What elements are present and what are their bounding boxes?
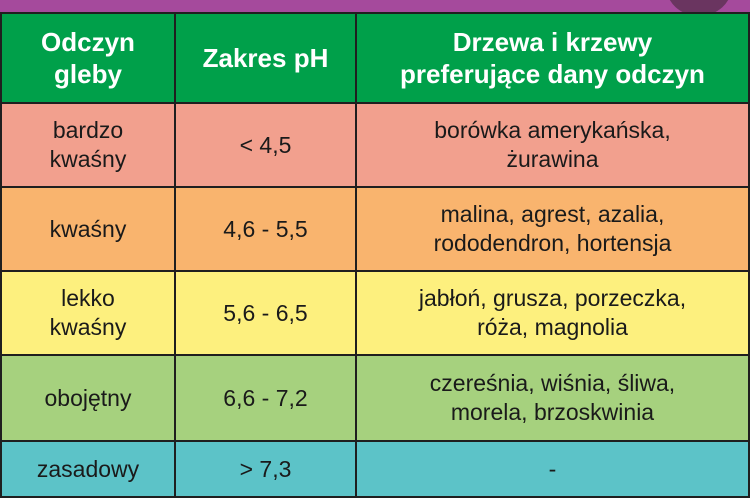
ph-range-cell: > 7,3 bbox=[175, 441, 356, 497]
plants-cell: czereśnia, wiśnia, śliwa, morela, brzosk… bbox=[356, 355, 749, 441]
table-row: kwaśny 4,6 - 5,5 malina, agrest, azalia,… bbox=[1, 187, 749, 271]
soil-reaction-cell: obojętny bbox=[1, 355, 175, 441]
table-row: lekko kwaśny 5,6 - 6,5 jabłoń, grusza, p… bbox=[1, 271, 749, 355]
plants-cell: malina, agrest, azalia, rododendron, hor… bbox=[356, 187, 749, 271]
header-row: Odczyn gleby Zakres pH Drzewa i krzewy p… bbox=[1, 13, 749, 103]
ph-range-cell: 4,6 - 5,5 bbox=[175, 187, 356, 271]
plants-cell: borówka amerykańska, żurawina bbox=[356, 103, 749, 187]
ph-range-cell: 6,6 - 7,2 bbox=[175, 355, 356, 441]
plants-cell: jabłoń, grusza, porzeczka, róża, magnoli… bbox=[356, 271, 749, 355]
header-soil-reaction: Odczyn gleby bbox=[1, 13, 175, 103]
table-row: bardzo kwaśny < 4,5 borówka amerykańska,… bbox=[1, 103, 749, 187]
table-row: zasadowy > 7,3 - bbox=[1, 441, 749, 497]
ph-range-cell: < 4,5 bbox=[175, 103, 356, 187]
table-row: obojętny 6,6 - 7,2 czereśnia, wiśnia, śl… bbox=[1, 355, 749, 441]
soil-reaction-cell: kwaśny bbox=[1, 187, 175, 271]
ph-range-cell: 5,6 - 6,5 bbox=[175, 271, 356, 355]
plants-cell: - bbox=[356, 441, 749, 497]
header-ph-range: Zakres pH bbox=[175, 13, 356, 103]
soil-reaction-cell: bardzo kwaśny bbox=[1, 103, 175, 187]
soil-reaction-cell: lekko kwaśny bbox=[1, 271, 175, 355]
soil-ph-table: Odczyn gleby Zakres pH Drzewa i krzewy p… bbox=[0, 12, 750, 498]
soil-reaction-cell: zasadowy bbox=[1, 441, 175, 497]
header-preferred-plants: Drzewa i krzewy preferujące dany odczyn bbox=[356, 13, 749, 103]
top-color-strip bbox=[0, 0, 750, 12]
